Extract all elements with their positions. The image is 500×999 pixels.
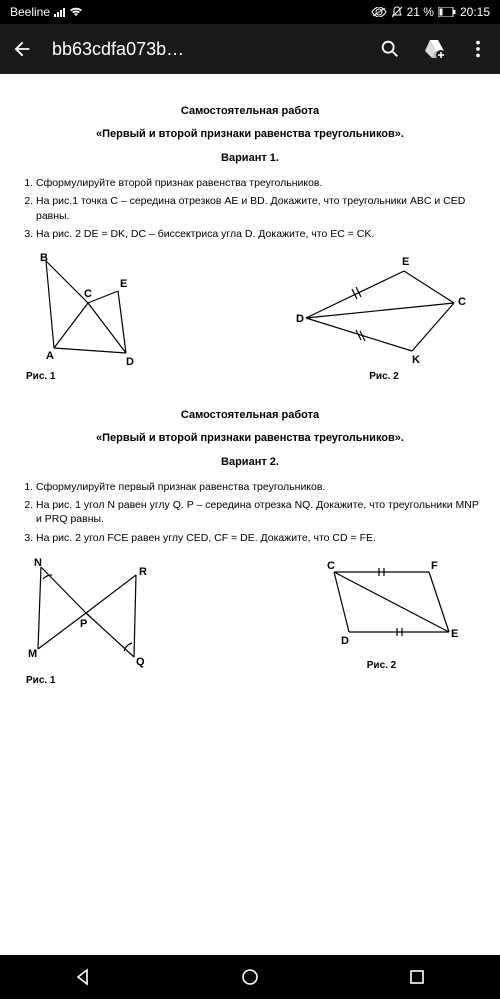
more-vert-icon — [467, 38, 489, 60]
more-button[interactable] — [464, 35, 492, 63]
triangle-back-icon — [73, 967, 93, 987]
fig-label: Рис. 2 — [367, 659, 397, 673]
pt-label: P — [80, 618, 87, 630]
v2-fig1: N M P R Q Рис. 1 — [26, 557, 156, 688]
fig-label: Рис. 1 — [26, 674, 56, 688]
list-item: На рис. 2 угол FCE равен углу CED, CF = … — [36, 531, 480, 545]
arrow-left-icon — [11, 38, 33, 60]
clock-label: 20:15 — [460, 5, 490, 19]
pt-label: C — [327, 560, 335, 572]
app-bar: bb63cdfa073b… — [0, 24, 500, 74]
nav-back[interactable] — [63, 957, 103, 997]
list-item: Сформулируйте второй признак равенства т… — [36, 176, 480, 190]
nav-home[interactable] — [230, 957, 270, 997]
wifi-icon — [69, 7, 83, 17]
drive-button[interactable] — [420, 35, 448, 63]
pt-label: K — [412, 354, 420, 366]
battery-label: 21 % — [407, 5, 434, 19]
figure-svg: N M P R Q — [26, 557, 156, 672]
pt-label: M — [28, 648, 37, 660]
search-icon — [379, 38, 401, 60]
list-item: На рис. 1 угол N равен углу Q. P – серед… — [36, 498, 480, 526]
figure-svg: B A C E D — [26, 253, 166, 368]
square-recent-icon — [407, 967, 427, 987]
status-bar: Beeline 21 % 20:15 — [0, 0, 500, 24]
bell-off-icon — [391, 6, 403, 18]
fig-label: Рис. 1 — [26, 370, 56, 384]
pt-label: E — [402, 256, 409, 268]
v2-fig2: C F D E Рис. 2 — [289, 557, 474, 688]
pt-label: C — [84, 288, 92, 300]
app-title: bb63cdfa073b… — [52, 39, 360, 60]
search-button[interactable] — [376, 35, 404, 63]
v1-subtitle: «Первый и второй признаки равенства треу… — [20, 127, 480, 142]
v2-figures: N M P R Q Рис. 1 — [20, 557, 480, 688]
carrier-label: Beeline — [10, 5, 50, 19]
v2-variant: Вариант 2. — [20, 455, 480, 470]
status-right: 21 % 20:15 — [371, 5, 490, 19]
v1-heading: Самостоятельная работа — [20, 104, 480, 119]
list-item: Сформулируйте первый признак равенства т… — [36, 480, 480, 494]
v2-subtitle: «Первый и второй признаки равенства треу… — [20, 431, 480, 446]
nav-bar — [0, 955, 500, 999]
pt-label: E — [120, 278, 127, 290]
list-item: На рис.1 точка C – середина отрезков AE … — [36, 194, 480, 222]
variant1-block: Самостоятельная работа «Первый и второй … — [20, 104, 480, 384]
pt-label: N — [34, 557, 42, 569]
figure-svg: C F D E — [289, 557, 474, 657]
v1-fig2: D E C K Рис. 2 — [294, 253, 474, 384]
back-button[interactable] — [8, 35, 36, 63]
v1-variant: Вариант 1. — [20, 151, 480, 166]
signal-icon — [54, 7, 65, 17]
pt-label: Q — [136, 656, 145, 668]
eye-icon — [371, 7, 387, 17]
figure-svg: D E C K — [294, 253, 474, 368]
pt-label: C — [458, 296, 466, 308]
drive-add-icon — [422, 38, 446, 60]
v1-fig1: B A C E D Рис. 1 — [26, 253, 166, 384]
pt-label: R — [139, 566, 147, 578]
pt-label: B — [40, 253, 48, 264]
pt-label: E — [451, 628, 458, 640]
pt-label: D — [341, 635, 349, 647]
circle-home-icon — [240, 967, 260, 987]
pt-label: D — [126, 356, 134, 368]
battery-icon — [438, 7, 456, 17]
variant2-block: Самостоятельная работа «Первый и второй … — [20, 408, 480, 688]
v2-tasks: Сформулируйте первый признак равенства т… — [20, 480, 480, 545]
pt-label: F — [431, 560, 438, 572]
fig-label: Рис. 2 — [369, 370, 399, 384]
nav-recent[interactable] — [397, 957, 437, 997]
pt-label: A — [46, 350, 54, 362]
status-left: Beeline — [10, 5, 83, 19]
v1-figures: B A C E D Рис. 1 — [20, 253, 480, 384]
document-page[interactable]: Самостоятельная работа «Первый и второй … — [0, 74, 500, 955]
v2-heading: Самостоятельная работа — [20, 408, 480, 423]
pt-label: D — [296, 313, 304, 325]
list-item: На рис. 2 DE = DK, DC – биссектриса угла… — [36, 227, 480, 241]
v1-tasks: Сформулируйте второй признак равенства т… — [20, 176, 480, 241]
